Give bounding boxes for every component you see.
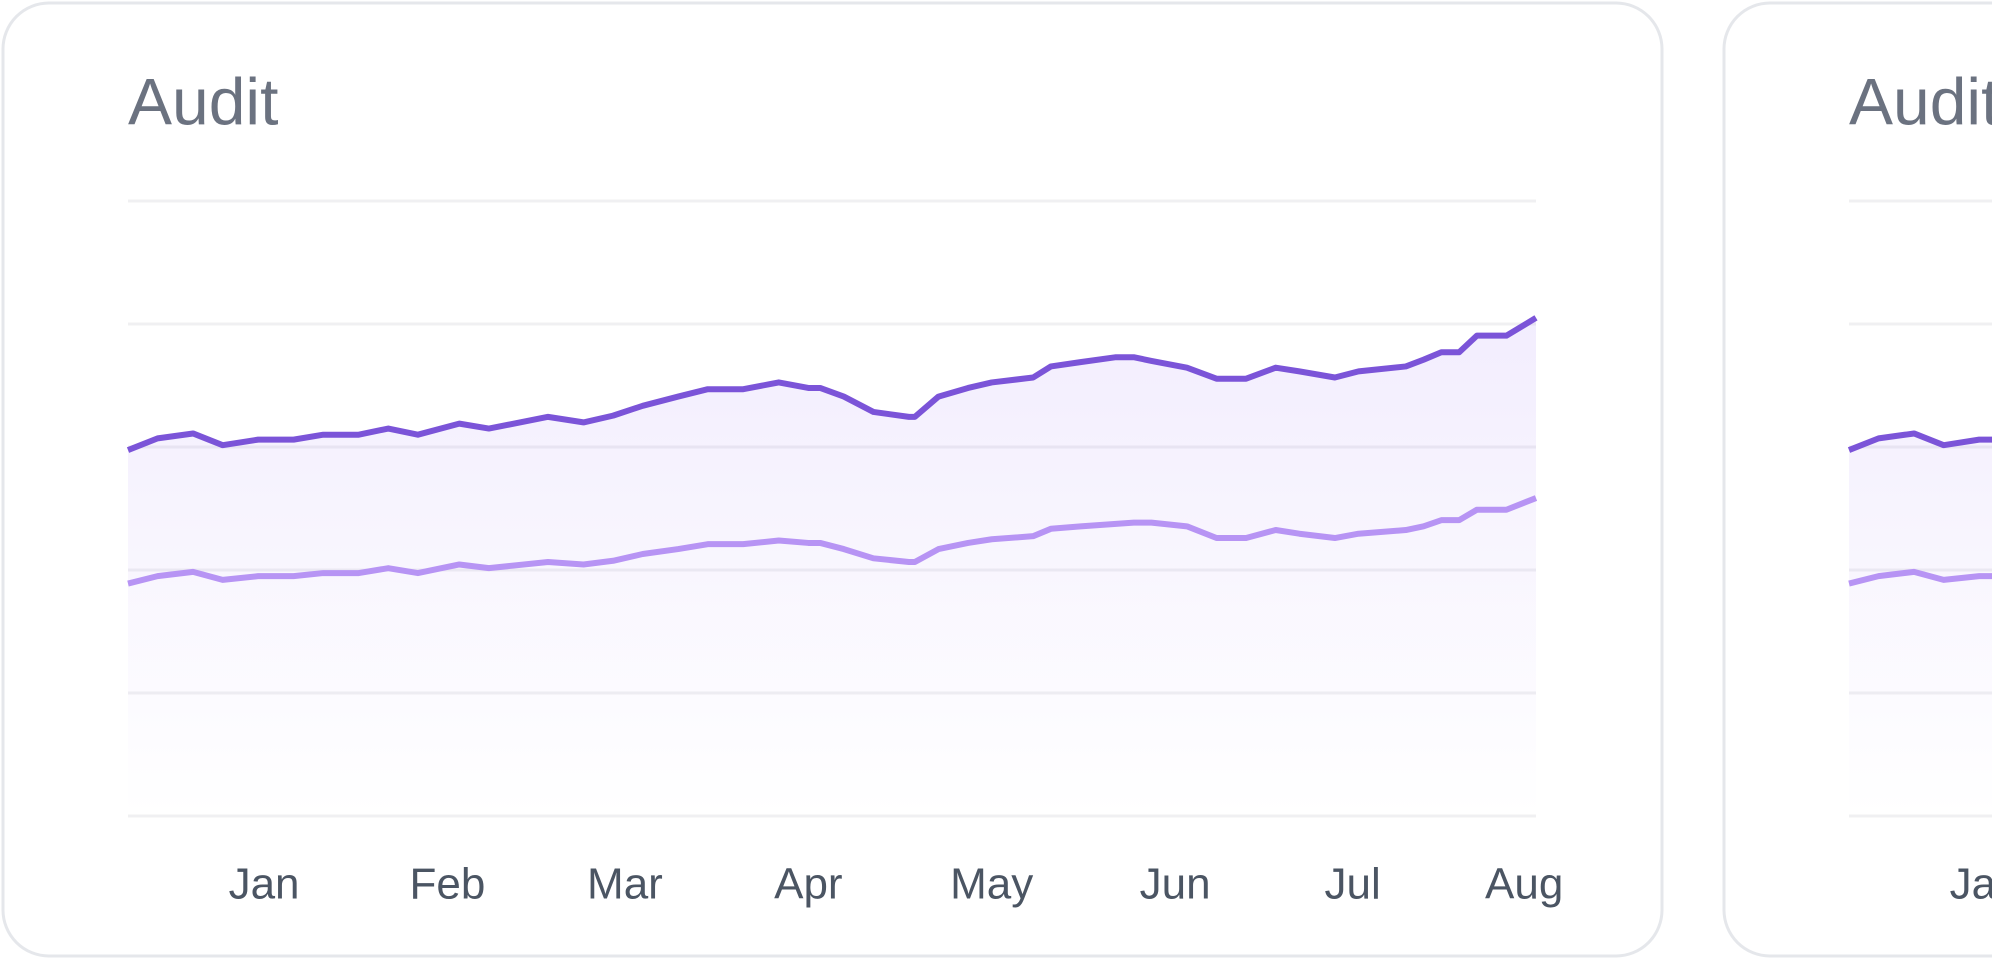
x-tick-label: Apr — [774, 860, 842, 909]
series-line — [127, 495, 1538, 587]
series-line — [126, 315, 1538, 453]
x-tick-label: May — [950, 860, 1033, 909]
x-tick-label: Aug — [1485, 860, 1563, 909]
area — [1849, 433, 1992, 816]
x-tick-label: Mar — [587, 860, 663, 909]
card-title: Audit — [1849, 64, 1992, 138]
x-tick-label: Jan — [1950, 860, 1992, 909]
card-title: Audit — [128, 64, 278, 138]
x-tick-label: Jun — [1140, 860, 1211, 909]
x-tick-label: Feb — [410, 860, 486, 909]
x-tick-label: Jul — [1324, 860, 1380, 909]
x-tick-label: Jan — [229, 860, 300, 909]
area — [128, 317, 1536, 816]
chart-card: Audit Jan Feb Mar Apr May Jun Jul Aug — [1, 1, 1664, 958]
